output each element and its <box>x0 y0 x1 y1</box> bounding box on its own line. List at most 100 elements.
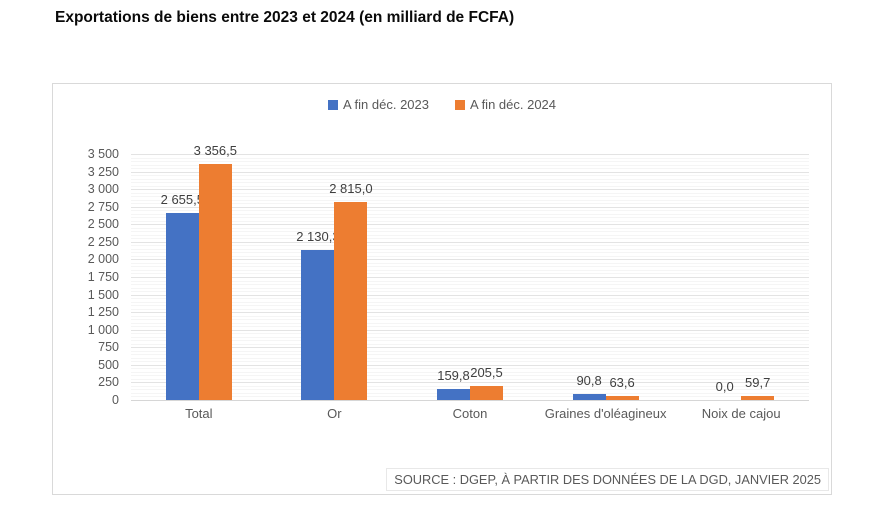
gridline <box>131 291 809 293</box>
gridline <box>131 378 809 380</box>
gridline <box>131 284 809 286</box>
value-label-2024-or: 2 815,0 <box>329 181 373 197</box>
gridline <box>131 224 809 226</box>
legend-label-2024: A fin déc. 2024 <box>470 97 557 112</box>
value-label-2023-graines-d-ol-agineux: 90,8 <box>576 372 602 388</box>
gridline <box>131 287 809 289</box>
x-category-label-graines-d-ol-agineux: Graines d'oléagineux <box>544 406 667 421</box>
gridline <box>131 361 809 363</box>
gridline <box>131 175 809 177</box>
value-label-2024-total: 3 356,5 <box>193 143 237 159</box>
legend-swatch-2023-icon <box>327 99 338 110</box>
legend-item-2023: A fin déc. 2023 <box>327 97 429 112</box>
y-tick-label: 3 000 <box>87 182 119 197</box>
value-label-2024-coton: 205,5 <box>470 364 503 380</box>
gridline <box>131 199 809 201</box>
gridline <box>131 161 809 163</box>
gridline <box>131 326 809 328</box>
bar-2023-total <box>165 213 199 400</box>
gridline <box>131 168 809 170</box>
y-tick-label: 3 500 <box>87 147 119 161</box>
value-label-2024-graines-d-ol-agineux: 63,6 <box>609 374 635 390</box>
gridline <box>131 154 809 155</box>
gridline <box>131 171 809 173</box>
gridline <box>131 178 809 180</box>
y-tick-label: 750 <box>98 340 119 355</box>
gridline <box>131 157 809 159</box>
gridline <box>131 266 809 268</box>
value-label-2023-noix-de-cajou: 0,0 <box>715 379 734 394</box>
gridline <box>131 269 809 271</box>
y-tick-label: 2 500 <box>87 217 119 232</box>
y-tick-label: 2 750 <box>87 199 119 214</box>
gridline <box>131 227 809 229</box>
y-tick-label: 2 250 <box>87 234 119 249</box>
x-category-label-coton: Coton <box>452 406 488 421</box>
gridline <box>131 234 809 236</box>
gridline <box>131 262 809 264</box>
x-category-label-total: Total <box>185 406 213 421</box>
y-tick-label: 1 500 <box>87 287 119 302</box>
legend-item-2024: A fin déc. 2024 <box>455 97 556 112</box>
y-tick-label: 3 250 <box>87 164 119 179</box>
y-tick-label: 500 <box>98 357 119 372</box>
gridline <box>131 273 809 275</box>
gridline <box>131 185 809 187</box>
legend-label-2023: A fin déc. 2023 <box>342 97 429 112</box>
gridline <box>131 329 809 331</box>
legend-swatch-2024-icon <box>455 99 465 110</box>
y-tick-label: 2 000 <box>87 252 119 267</box>
chart-container: A fin déc. 2023 A fin déc. 2024 2 655,5 3 … <box>52 83 832 495</box>
gridline <box>131 319 809 321</box>
y-tick-label: 250 <box>98 375 119 390</box>
gridline <box>131 255 809 257</box>
gridline <box>131 333 809 335</box>
gridline <box>131 343 809 345</box>
y-tick-label: 1 250 <box>87 305 119 320</box>
value-label-2023-or: 2 130,3 <box>296 229 340 245</box>
gridlines <box>131 154 809 401</box>
gridline <box>131 294 809 296</box>
gridline <box>131 347 809 349</box>
gridline <box>131 371 809 373</box>
y-tick-label: 1 000 <box>87 322 119 337</box>
gridline <box>131 298 809 300</box>
gridline <box>131 301 809 303</box>
y-tick-label: 0 <box>112 393 119 407</box>
gridline <box>131 364 809 366</box>
bar-2023-or <box>301 250 335 400</box>
legend: A fin déc. 2023 A fin déc. 2024 <box>53 97 831 112</box>
gridline <box>131 340 809 342</box>
bar-series: 2 655,5 3 356,5 2 130,3 2 815,0 159,8 205,5 90… <box>131 143 809 400</box>
gridline <box>131 217 809 219</box>
gridline <box>131 182 809 184</box>
gridline <box>131 203 809 205</box>
gridline <box>131 312 809 314</box>
gridline <box>131 336 809 338</box>
x-category-label-noix-de-cajou: Noix de cajou <box>701 406 781 421</box>
x-category-label-or: Or <box>327 406 342 421</box>
gridline <box>131 252 809 254</box>
gridline <box>131 354 809 356</box>
bar-2024-or <box>334 202 368 400</box>
chart-title: Exportations de biens entre 2023 et 2024… <box>55 9 515 26</box>
gridline <box>131 350 809 352</box>
gridline <box>131 196 809 198</box>
gridline <box>131 231 809 233</box>
gridline <box>131 305 809 307</box>
gridline <box>131 382 809 384</box>
gridline <box>131 368 809 370</box>
gridline <box>131 241 809 243</box>
gridline <box>131 375 809 377</box>
value-label-2023-coton: 159,8 <box>437 367 470 383</box>
plot-area: 2 655,5 3 356,5 2 130,3 2 815,0 159,8 205,5 90… <box>131 143 809 401</box>
gridline <box>131 259 809 261</box>
x-axis: Total Or Coton Graines d'oléagineux Noix de … <box>131 406 809 426</box>
gridline <box>131 238 809 240</box>
y-tick-label: 1 750 <box>87 270 119 284</box>
bar-2024-graines-d-ol-agineux <box>605 395 639 400</box>
gridline <box>131 213 809 215</box>
y-axis: 0 250 500 750 1 000 1 250 1 500 1 750 2 000 2 250… <box>53 147 119 410</box>
gridline <box>131 189 809 191</box>
gridline <box>131 322 809 324</box>
